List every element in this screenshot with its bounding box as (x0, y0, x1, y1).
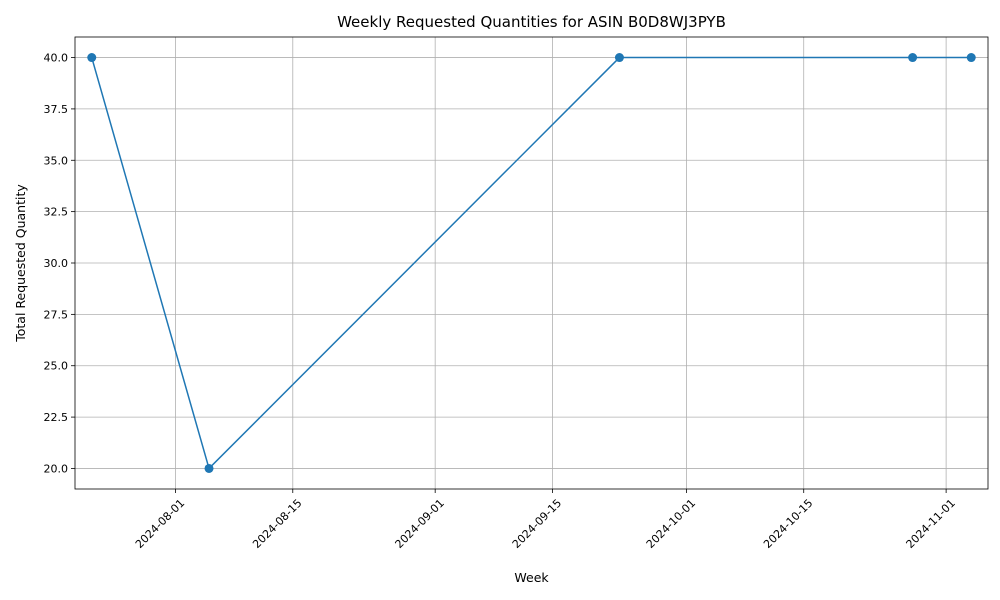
x-tick-label: 2024-08-01 (133, 497, 187, 551)
y-tick-label: 35.0 (44, 154, 69, 167)
x-tick-label: 2024-08-15 (250, 497, 304, 551)
grid-lines (75, 37, 988, 489)
x-tick-label: 2024-11-01 (903, 497, 957, 551)
y-tick-label: 27.5 (44, 308, 69, 321)
x-tick-label: 2024-10-01 (644, 497, 698, 551)
y-tick-label: 30.0 (44, 257, 69, 270)
data-point (205, 464, 214, 473)
data-point (615, 53, 624, 62)
axis-ticks: 2024-08-01 2024-08-15 2024-09-01 2024-09-15… (44, 52, 958, 551)
y-tick-label: 32.5 (44, 206, 69, 219)
x-tick-label: 2024-09-15 (510, 497, 564, 551)
y-tick-label: 40.0 (44, 52, 69, 65)
x-axis-label: Week (514, 570, 549, 585)
y-axis-label: Total Requested Quantity (13, 184, 28, 343)
y-tick-label: 25.0 (44, 360, 69, 373)
x-tick-label: 2024-09-01 (393, 497, 447, 551)
x-tick-label: 2024-10-15 (761, 497, 815, 551)
chart-title: Weekly Requested Quantities for ASIN B0D… (337, 13, 726, 31)
y-tick-label: 37.5 (44, 103, 69, 116)
y-tick-label: 22.5 (44, 411, 69, 424)
data-point (967, 53, 976, 62)
data-point (908, 53, 917, 62)
data-point (87, 53, 96, 62)
y-tick-label: 20.0 (44, 462, 69, 475)
